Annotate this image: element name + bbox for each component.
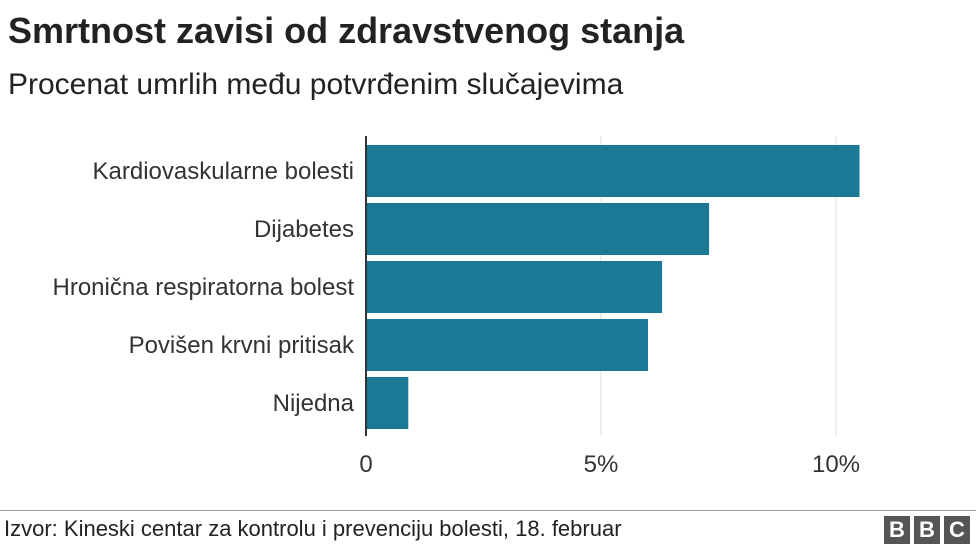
bar-chart: Kardiovaskularne bolesti Dijabetes Hroničn… xyxy=(53,136,860,478)
category-label-4: Nijedna xyxy=(273,390,355,417)
category-label-2: Hronična respiratorna bolest xyxy=(53,274,355,301)
category-label-1: Dijabetes xyxy=(254,216,354,243)
bar-4 xyxy=(366,377,409,429)
bar-2 xyxy=(366,261,663,313)
logo-letter-b1: B xyxy=(884,516,910,544)
x-tick-label-0: 0 xyxy=(359,451,372,478)
chart-subtitle: Procenat umrlih među potvrđenim slučajev… xyxy=(8,68,624,101)
bbc-logo: B B C xyxy=(884,516,970,544)
bar-3 xyxy=(366,319,648,371)
logo-letter-c: C xyxy=(944,516,970,544)
source-note: Izvor: Kineski centar za kontrolu i prev… xyxy=(4,516,622,541)
chart-title: Smrtnost zavisi od zdravstvenog stanja xyxy=(8,10,685,51)
footer-divider xyxy=(0,510,976,511)
x-tick-label-2: 10% xyxy=(812,451,860,478)
bar-0 xyxy=(366,145,860,197)
bar-1 xyxy=(366,203,710,255)
category-label-3: Povišen krvni pritisak xyxy=(129,332,355,359)
logo-letter-b2: B xyxy=(914,516,940,544)
category-label-0: Kardiovaskularne bolesti xyxy=(93,158,354,185)
x-tick-label-1: 5% xyxy=(584,451,619,478)
